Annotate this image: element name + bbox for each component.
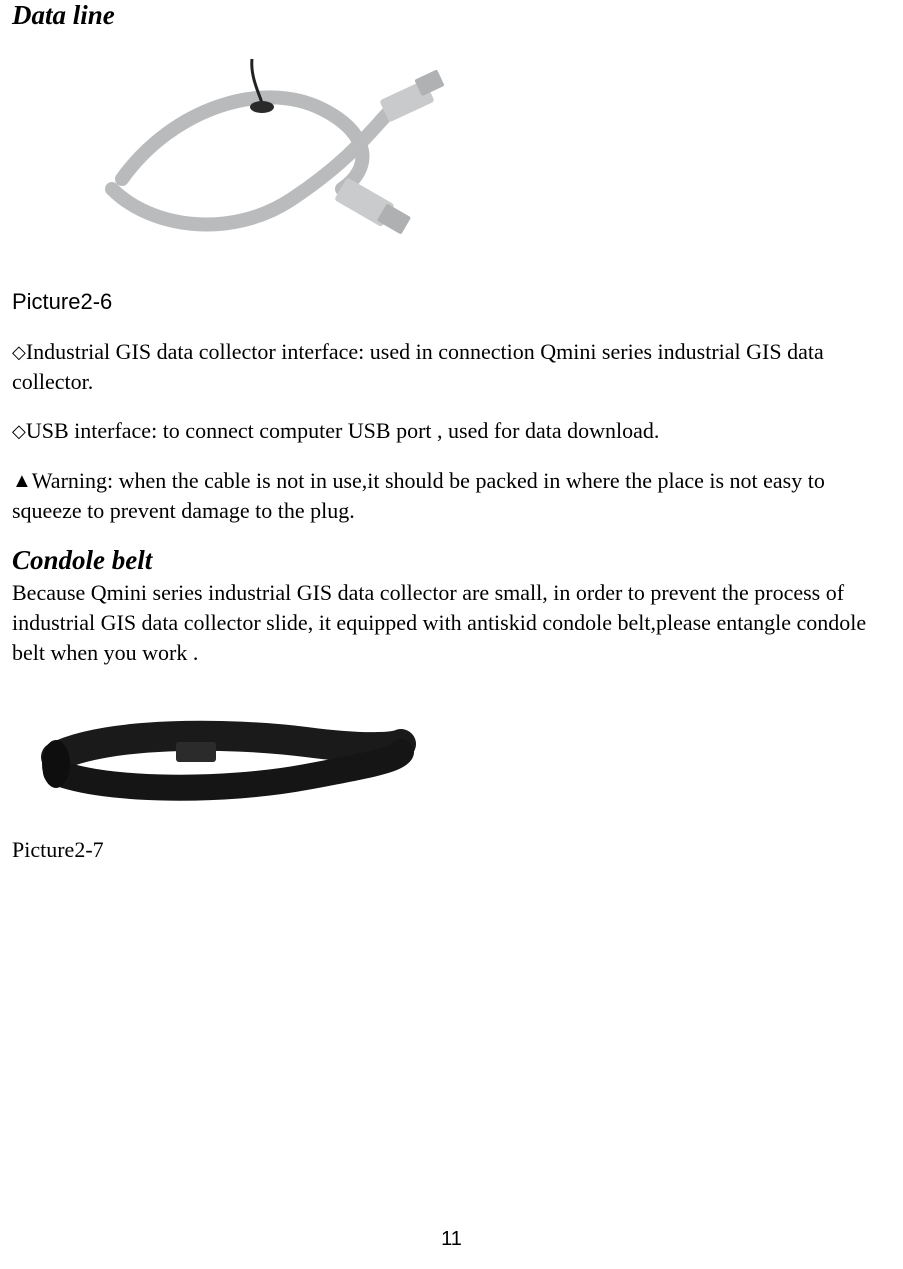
figure-condole-belt xyxy=(26,692,891,817)
usb-cable-photo xyxy=(62,49,452,259)
diamond-bullet-icon: ◇ xyxy=(12,340,26,364)
figure-caption-2-6: Picture2-6 xyxy=(12,289,891,315)
figure-caption-2-7: Picture2-7 xyxy=(12,837,891,863)
paragraph-interface-2: ◇USB interface: to connect computer USB … xyxy=(12,416,891,446)
page-number: 11 xyxy=(0,1228,903,1251)
figure-data-line xyxy=(62,49,891,259)
paragraph-text: Industrial GIS data collector interface:… xyxy=(12,339,824,394)
section-heading-data-line: Data line xyxy=(12,0,891,31)
wrist-strap-photo xyxy=(26,692,416,817)
paragraph-warning: ▲Warning: when the cable is not in use,i… xyxy=(12,466,891,525)
diamond-bullet-icon: ◇ xyxy=(12,419,26,443)
paragraph-text: USB interface: to connect computer USB p… xyxy=(26,418,660,443)
triangle-warning-icon: ▲ xyxy=(12,468,32,495)
paragraph-interface-1: ◇Industrial GIS data collector interface… xyxy=(12,337,891,396)
section-heading-condole-belt: Condole belt xyxy=(12,545,891,576)
paragraph-text: Warning: when the cable is not in use,it… xyxy=(12,468,825,523)
paragraph-condole-belt: Because Qmini series industrial GIS data… xyxy=(12,578,891,667)
